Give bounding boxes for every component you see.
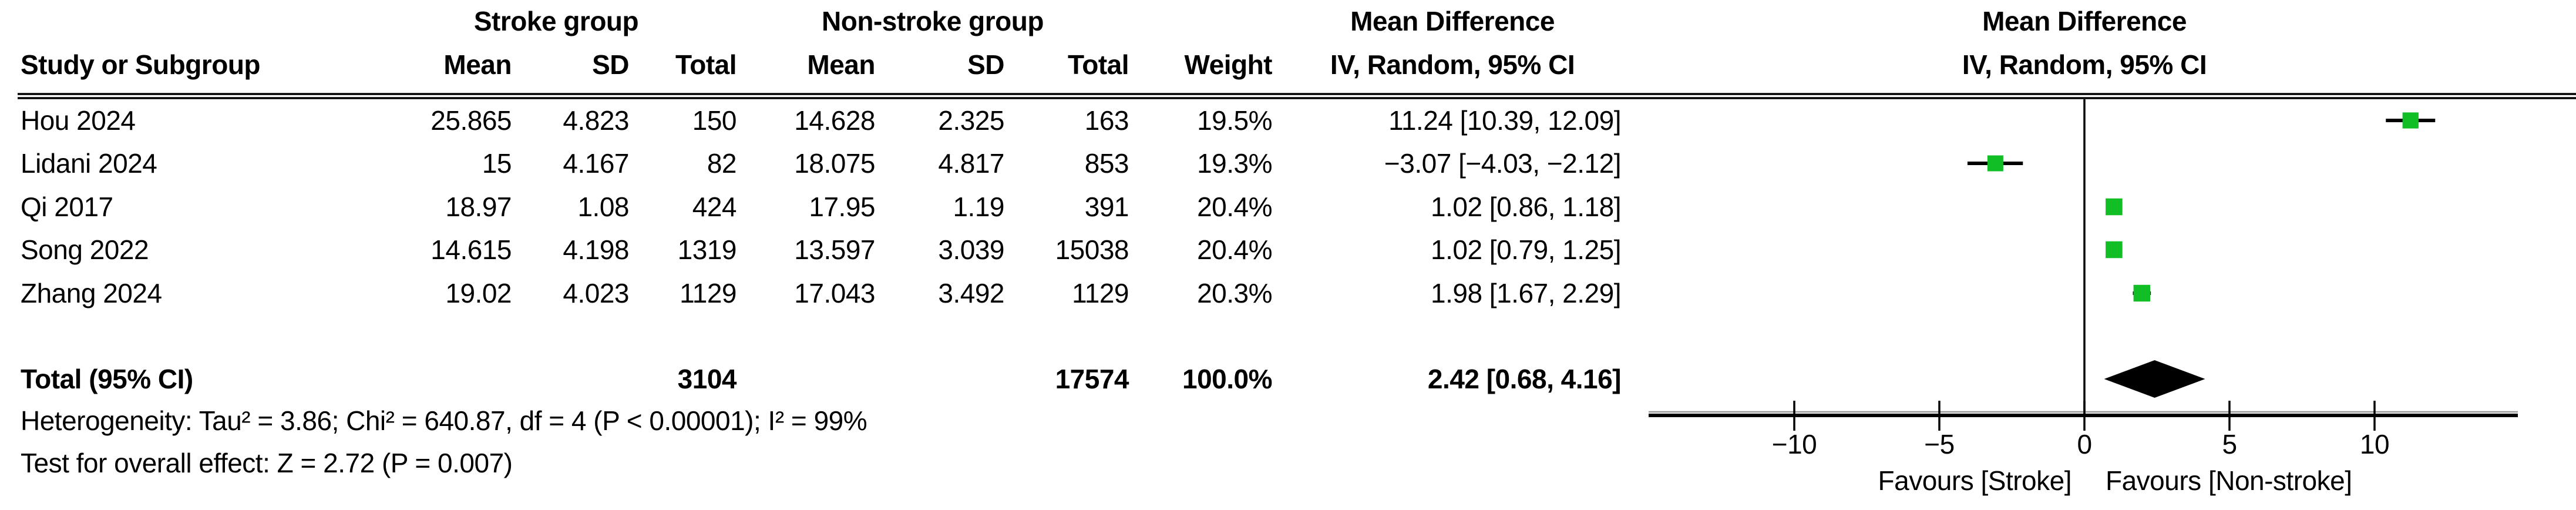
- study-marker: [2106, 198, 2123, 216]
- study-name: Lidani 2024: [21, 148, 157, 179]
- cell-sd2: 3.492: [938, 278, 1004, 308]
- group-header-row: Stroke group Non-stroke group Mean Diffe…: [0, 5, 1633, 38]
- study-marker: [2106, 241, 2123, 259]
- stroke-group-header: Stroke group: [473, 6, 639, 36]
- col-header-mean1: Mean: [443, 49, 512, 80]
- cell-total1: 1319: [677, 234, 737, 265]
- cell-sd2: 2.325: [938, 105, 1004, 136]
- cell-total2: 15038: [1055, 234, 1129, 265]
- table-row: Hou 2024 25.865 4.823 150 14.628 2.325 163 19.5…: [0, 104, 1633, 137]
- axis-tick-label: 5: [2222, 429, 2237, 459]
- cell-mean1: 14.615: [431, 234, 512, 265]
- cell-total1: 150: [692, 105, 737, 136]
- cell-weight: 20.4%: [1197, 234, 1272, 265]
- cell-mean1: 18.97: [445, 192, 512, 222]
- pooled-diamond: [2104, 360, 2205, 398]
- col-header-study: Study or Subgroup: [21, 49, 261, 80]
- study-name: Qi 2017: [21, 192, 113, 222]
- non-stroke-group-header: Non-stroke group: [822, 6, 1044, 36]
- study-marker: [1987, 155, 2003, 172]
- cell-ci: 1.98 [1.67, 2.29]: [1431, 278, 1622, 308]
- total-cell-ci: 2.42 [0.68, 4.16]: [1427, 364, 1622, 394]
- cell-sd2: 1.19: [953, 192, 1004, 222]
- cell-total2: 163: [1084, 105, 1129, 136]
- col-header-ci: IV, Random, 95% CI: [1330, 49, 1575, 80]
- col-header-weight: Weight: [1184, 49, 1273, 80]
- total-cell-total2: 17574: [1055, 364, 1129, 394]
- mean-difference-header: Mean Difference: [1350, 6, 1555, 36]
- table-row: Qi 2017 18.97 1.08 424 17.95 1.19 391 20.4% 1.02…: [0, 190, 1633, 223]
- axis-tick-label: −5: [1924, 429, 1954, 459]
- total-cell-weight: 100.0%: [1182, 364, 1273, 394]
- column-header-row: Study or Subgroup Mean SD Total Mean SD …: [0, 48, 1633, 81]
- overall-effect-text: Test for overall effect: Z = 2.72 (P = 0…: [21, 448, 513, 478]
- cell-total1: 1129: [680, 278, 737, 308]
- cell-ci: 1.02 [0.86, 1.18]: [1431, 192, 1622, 222]
- cell-total2: 391: [1084, 192, 1129, 222]
- col-header-sd2: SD: [967, 49, 1004, 80]
- cell-ci: −3.07 [−4.03, −2.12]: [1384, 148, 1622, 179]
- axis-tick-label: −10: [1772, 429, 1817, 459]
- total-row: Total (95% CI) 3104 17574 100.0% 2.42 [0.68,…: [0, 363, 1633, 395]
- cell-total2: 853: [1084, 148, 1129, 179]
- col-header-sd1: SD: [592, 49, 629, 80]
- cell-mean2: 17.043: [794, 278, 875, 308]
- plot-mean-difference-header: Mean Difference: [1982, 6, 2187, 36]
- study-name: Song 2022: [21, 234, 149, 265]
- cell-total1: 424: [692, 192, 737, 222]
- favours-left-label: Favours [Stroke]: [1878, 465, 2071, 496]
- table-row: Zhang 2024 19.02 4.023 1129 17.043 3.492 1129 2…: [0, 277, 1633, 310]
- cell-sd1: 4.823: [563, 105, 629, 136]
- study-name: Hou 2024: [21, 105, 136, 136]
- cell-ci: 1.02 [0.79, 1.25]: [1431, 234, 1622, 265]
- cell-mean2: 14.628: [794, 105, 875, 136]
- cell-sd1: 4.167: [563, 148, 629, 179]
- cell-sd2: 3.039: [938, 234, 1004, 265]
- cell-weight: 20.3%: [1197, 278, 1272, 308]
- cell-mean2: 18.075: [794, 148, 875, 179]
- cell-mean1: 15: [482, 148, 512, 179]
- table-row: Song 2022 14.615 4.198 1319 13.597 3.039 15038…: [0, 233, 1633, 266]
- study-marker: [2133, 284, 2151, 302]
- cell-weight: 19.5%: [1197, 105, 1272, 136]
- table-row: Lidani 2024 15 4.167 82 18.075 4.817 853 19.3% −…: [0, 147, 1633, 180]
- cell-mean1: 19.02: [445, 278, 512, 308]
- col-header-total2: Total: [1068, 49, 1129, 80]
- plot-ci-header: IV, Random, 95% CI: [1962, 49, 2207, 80]
- cell-mean1: 25.865: [431, 105, 512, 136]
- study-marker: [2402, 112, 2419, 129]
- study-name: Zhang 2024: [21, 278, 162, 308]
- cell-weight: 19.3%: [1197, 148, 1272, 179]
- cell-sd1: 1.08: [577, 192, 629, 222]
- cell-sd2: 4.817: [938, 148, 1004, 179]
- col-header-mean2: Mean: [807, 49, 875, 80]
- cell-sd1: 4.198: [563, 234, 629, 265]
- cell-weight: 20.4%: [1197, 192, 1272, 222]
- cell-ci: 11.24 [10.39, 12.09]: [1388, 105, 1621, 136]
- favours-right-label: Favours [Non-stroke]: [2106, 465, 2352, 496]
- cell-mean2: 13.597: [794, 234, 875, 265]
- cell-total1: 82: [707, 148, 737, 179]
- total-label: Total (95% CI): [21, 364, 193, 394]
- col-header-total1: Total: [675, 49, 737, 80]
- heterogeneity-text: Heterogeneity: Tau² = 3.86; Chi² = 640.8…: [21, 405, 867, 436]
- cell-sd1: 4.023: [563, 278, 629, 308]
- total-cell-total1: 3104: [677, 364, 737, 394]
- cell-total2: 1129: [1072, 278, 1129, 308]
- cell-mean2: 17.95: [809, 192, 875, 222]
- axis-tick-label: 10: [2360, 429, 2389, 459]
- axis-tick-label: 0: [2077, 429, 2091, 459]
